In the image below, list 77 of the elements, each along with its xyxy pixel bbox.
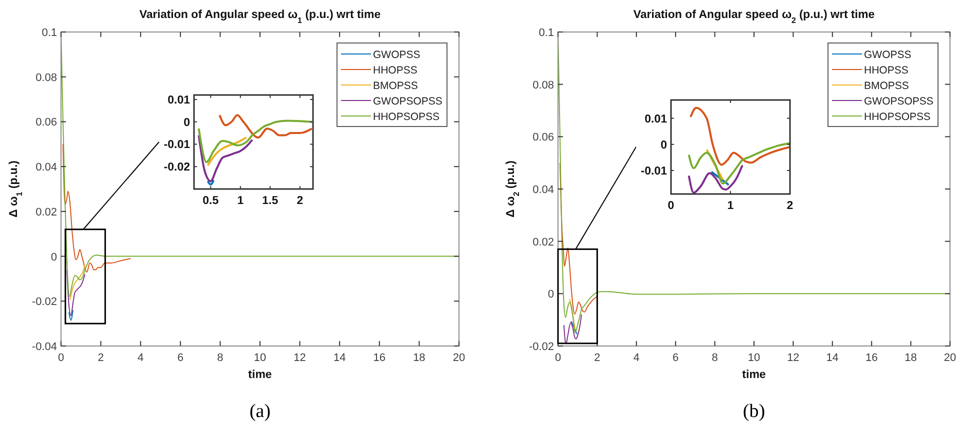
line-series bbox=[563, 314, 582, 344]
y-tick-label: 0.06 bbox=[532, 132, 554, 144]
x-tick-label: 0 bbox=[58, 352, 64, 364]
legend-label: HHOPSOPSS bbox=[373, 111, 440, 123]
legend-label: BMOPSS bbox=[373, 80, 418, 92]
y-tick-label: -0.02 bbox=[32, 296, 57, 308]
legend-label: BMOPSS bbox=[864, 80, 909, 92]
x-tick-label: 18 bbox=[413, 352, 426, 364]
x-tick-label: 20 bbox=[452, 352, 466, 364]
x-axis-title: time bbox=[742, 369, 766, 381]
y-tick-label: -0.01 bbox=[640, 166, 668, 178]
x-tick-label: 16 bbox=[373, 352, 386, 364]
y-tick-label: 0.08 bbox=[36, 72, 57, 84]
x-tick-label: 14 bbox=[826, 352, 839, 364]
y-tick-label: 0.08 bbox=[532, 79, 554, 92]
y-tick-label: -0.02 bbox=[528, 341, 554, 353]
y-tick-label: 0.02 bbox=[36, 206, 57, 218]
line-series bbox=[218, 114, 313, 139]
x-tick-label: 4 bbox=[138, 352, 144, 364]
x-tick-label: 4 bbox=[633, 352, 640, 364]
x-tick-label: 1 bbox=[237, 195, 244, 207]
line-series bbox=[198, 120, 313, 164]
line-series bbox=[206, 136, 248, 166]
legend-label: HHOPSOPSS bbox=[864, 111, 931, 123]
legend-label: GWOPSS bbox=[373, 49, 420, 61]
x-tick-label: 12 bbox=[787, 352, 800, 364]
x-tick-label: 6 bbox=[672, 352, 679, 364]
y-tick-label: 0 bbox=[184, 116, 190, 129]
line-series bbox=[198, 134, 254, 182]
legend-label: HHOPSS bbox=[373, 64, 418, 76]
y-tick-label: 0.02 bbox=[532, 236, 554, 248]
y-tick-label: -0.02 bbox=[164, 162, 190, 174]
legend-label: GWOPSOPSS bbox=[373, 96, 442, 108]
y-tick-label: -0.01 bbox=[164, 139, 191, 152]
x-tick-label: 8 bbox=[712, 352, 718, 364]
chart-title: Variation of Angular speed ω$_{2}$ (p.u.) wrt time bbox=[633, 9, 875, 24]
legend-label: GWOPSOPSS bbox=[864, 96, 934, 108]
x-tick-label: 20 bbox=[944, 352, 956, 364]
y-tick-label: 0.04 bbox=[36, 162, 57, 174]
x-tick-label: 10 bbox=[748, 352, 760, 364]
line-series bbox=[69, 264, 86, 301]
x-tick-label: 2 bbox=[594, 352, 600, 364]
x-tick-label: 8 bbox=[217, 352, 224, 364]
chart-title: Variation of Angular speed ω$_{1}$ (p.u.) wrt time bbox=[139, 9, 381, 24]
x-tick-label: 2 bbox=[786, 200, 794, 212]
y-tick-label: 0 bbox=[50, 251, 57, 264]
x-axis-title: time bbox=[248, 369, 272, 381]
y-tick-label: 0.01 bbox=[644, 113, 668, 126]
text: (b) bbox=[742, 401, 766, 422]
line-series bbox=[690, 106, 791, 166]
y-tick-label: -0.04 bbox=[32, 341, 57, 353]
y-tick-label: 0 bbox=[660, 139, 667, 152]
x-tick-label: 18 bbox=[904, 352, 917, 364]
x-tick-label: 1 bbox=[727, 200, 734, 212]
x-tick-label: 0.5 bbox=[202, 195, 220, 207]
x-tick-label: 2 bbox=[296, 195, 304, 207]
y-tick-label: 0.06 bbox=[36, 116, 57, 129]
x-tick-label: 1.5 bbox=[262, 195, 279, 207]
x-tick-label: 0 bbox=[554, 352, 562, 364]
line-series bbox=[62, 144, 132, 272]
x-tick-label: 2 bbox=[98, 352, 104, 364]
x-tick-label: 6 bbox=[177, 352, 184, 364]
legend-label: HHOPSS bbox=[864, 64, 908, 76]
x-tick-label: 12 bbox=[294, 352, 306, 364]
y-tick-label: 0 bbox=[548, 288, 554, 301]
y-tick-label: 0.01 bbox=[168, 94, 191, 106]
text: (a) bbox=[249, 401, 271, 422]
x-tick-label: 16 bbox=[865, 352, 878, 364]
y-tick-label: 0.1 bbox=[538, 27, 554, 39]
line-series bbox=[688, 164, 744, 194]
x-tick-label: 10 bbox=[254, 352, 266, 364]
legend-label: GWOPSS bbox=[864, 49, 912, 61]
line-series bbox=[66, 269, 86, 316]
y-tick-label: 0.1 bbox=[42, 27, 57, 39]
line-series bbox=[688, 142, 791, 185]
y-tick-label: 0.04 bbox=[532, 184, 554, 196]
x-tick-label: 14 bbox=[333, 352, 346, 364]
